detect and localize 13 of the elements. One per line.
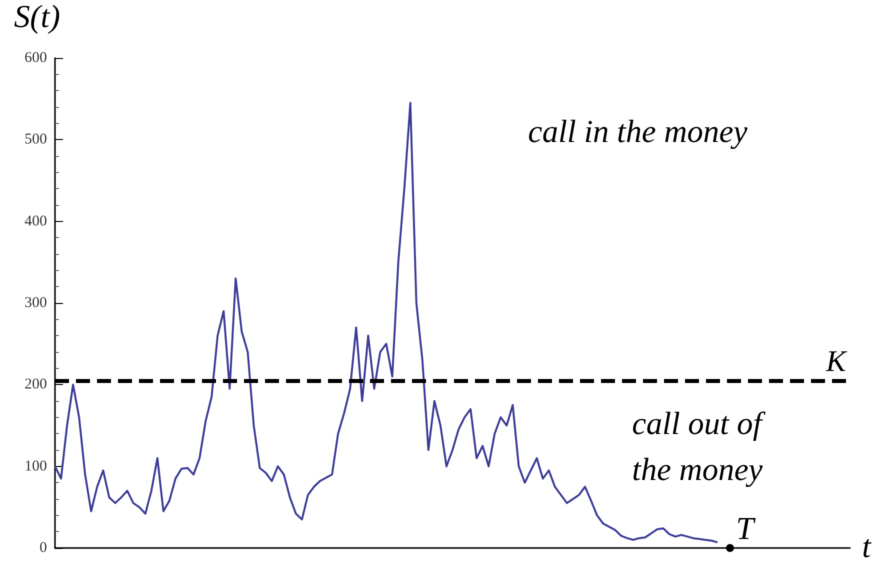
y-tick-label: 300 bbox=[24, 295, 47, 311]
y-tick-label: 100 bbox=[24, 458, 47, 474]
ref-line-label: K bbox=[824, 345, 848, 378]
y-tick-label: 0 bbox=[40, 540, 47, 556]
x-axis-title: t bbox=[862, 528, 872, 564]
annotation: call in the money bbox=[528, 113, 748, 149]
annotation: T bbox=[736, 510, 756, 546]
y-axis-title: S(t) bbox=[14, 0, 60, 34]
y-tick-label: 500 bbox=[24, 132, 47, 148]
y-tick-label: 200 bbox=[24, 376, 47, 393]
annotation: call out of the money bbox=[632, 405, 770, 487]
y-tick-label: 600 bbox=[24, 50, 47, 66]
y-tick-label: 400 bbox=[24, 213, 47, 230]
